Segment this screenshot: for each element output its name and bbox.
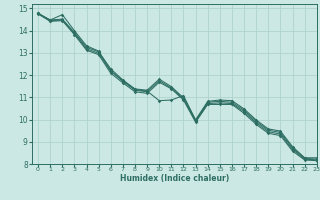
X-axis label: Humidex (Indice chaleur): Humidex (Indice chaleur): [120, 174, 229, 183]
